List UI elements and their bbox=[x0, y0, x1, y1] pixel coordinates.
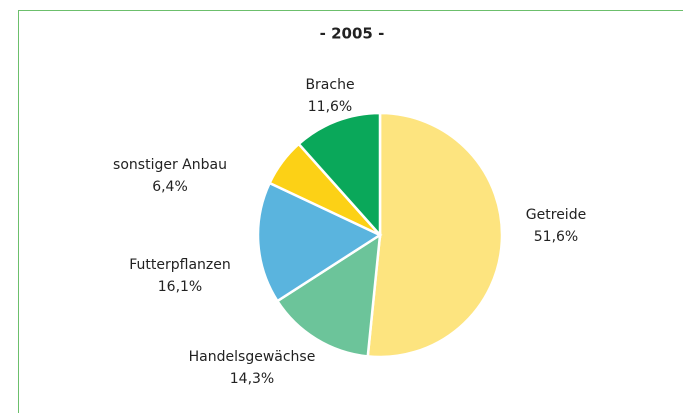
pie-slice bbox=[366, 111, 504, 359]
slice-value-label: 14,3% bbox=[230, 371, 274, 387]
slice-value-label: 51,6% bbox=[534, 229, 578, 245]
slice-label: Getreide bbox=[526, 207, 586, 223]
slice-label: Handelsgewächse bbox=[189, 349, 316, 365]
slice-label: Futterpflanzen bbox=[129, 257, 231, 273]
slice-value-label: 11,6% bbox=[308, 99, 352, 115]
slice-value-label: 16,1% bbox=[158, 279, 202, 295]
chart-title: - 2005 - bbox=[320, 25, 385, 43]
pie-slice bbox=[296, 111, 382, 239]
slice-label: sonstiger Anbau bbox=[113, 157, 227, 173]
slice-label: Brache bbox=[305, 77, 354, 93]
pie-slice bbox=[256, 181, 383, 303]
slice-value-label: 6,4% bbox=[152, 179, 188, 195]
pie-slice bbox=[275, 232, 382, 358]
